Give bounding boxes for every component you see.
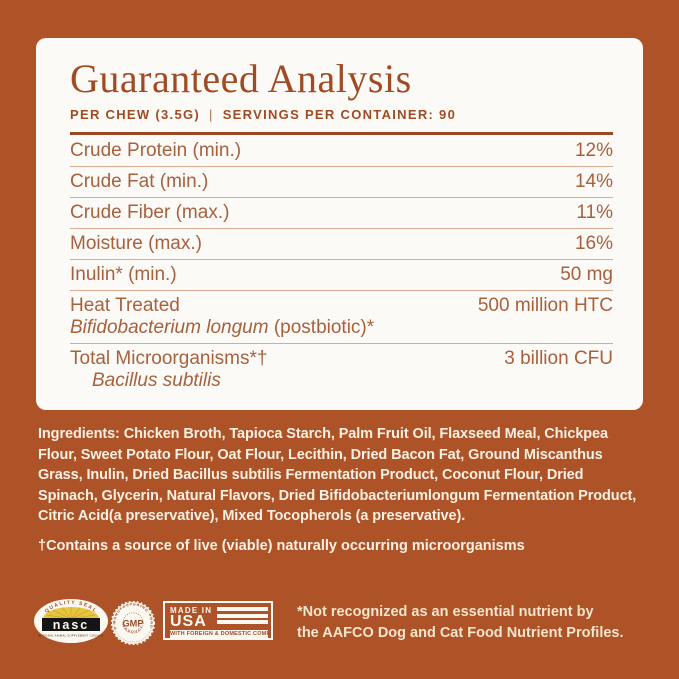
gmp-seal-icon: GOOD MANUFACTURING PRACTICE PRODUCT GMP: [111, 601, 155, 645]
analysis-row-label: Crude Fiber (max.): [70, 202, 230, 223]
usa-text: USA: [170, 613, 207, 630]
gmp-center-text: GMP: [123, 619, 144, 629]
analysis-row: Crude Protein (min.) 12%: [70, 136, 613, 167]
nasc-name-text: nasc: [53, 618, 90, 632]
ingredients-paragraph: Ingredients: Chicken Broth, Tapioca Star…: [38, 424, 642, 527]
ingredients-label: Ingredients:: [38, 426, 120, 442]
analysis-row-value: 12%: [574, 140, 613, 161]
analysis-row-value: 3 billion CFU: [504, 348, 613, 369]
header-rule: [70, 132, 613, 135]
analysis-row: Moisture (max.) 16%: [70, 229, 613, 260]
analysis-row-value: 50 mg: [560, 264, 613, 285]
aafco-footnote: *Not recognized as an essential nutrient…: [297, 602, 624, 644]
analysis-row-value: 11%: [576, 202, 613, 223]
usa-badge-top: MADE IN USA: [170, 605, 268, 630]
analysis-row-label: Crude Protein (min.): [70, 140, 242, 161]
analysis-row-value: 500 million HTC: [477, 295, 613, 316]
analysis-row-value: 14%: [574, 171, 613, 192]
panel-title: Guaranteed Analysis: [70, 56, 412, 101]
analysis-row: Heat Treated Bifidobacterium longum (post…: [70, 291, 613, 344]
analysis-row-label: Moisture (max.): [70, 233, 202, 254]
flag-stripes-icon: [217, 607, 268, 629]
analysis-row: Total Microorganisms*† Bacillus subtilis 3…: [70, 344, 613, 396]
guaranteed-analysis-card: Guaranteed Analysis PER CHEW (3.5G) | SE…: [36, 38, 643, 410]
dagger-footnote: †Contains a source of live (viable) natu…: [38, 537, 525, 554]
analysis-row: Inulin* (min.) 50 mg: [70, 260, 613, 291]
usa-badge-words: MADE IN USA: [170, 605, 213, 630]
aafco-footnote-line1: *Not recognized as an essential nutrient…: [297, 604, 594, 620]
analysis-row: Crude Fat (min.) 14%: [70, 167, 613, 198]
usa-components-strip: WITH FOREIGN & DOMESTIC COMPONENTS: [170, 630, 268, 639]
nasc-quality-seal-icon: QUALITY SEAL nasc NATIONAL ANIMAL SUPPLE…: [34, 599, 108, 643]
per-chew-text: PER CHEW (3.5G): [70, 107, 201, 122]
made-in-usa-badge: MADE IN USA WITH FOREIGN & DOMESTIC COMP…: [163, 601, 273, 640]
servings-text: SERVINGS PER CONTAINER: 90: [222, 107, 457, 122]
analysis-row: Crude Fiber (max.) 11%: [70, 198, 613, 229]
analysis-row-label: Crude Fat (min.): [70, 171, 209, 192]
aafco-footnote-line2: the AAFCO Dog and Cat Food Nutrient Prof…: [297, 625, 624, 641]
analysis-table: Crude Protein (min.) 12% Crude Fat (min.) 1…: [70, 136, 613, 396]
analysis-row-label: Heat Treated Bifidobacterium longum (post…: [70, 295, 375, 338]
analysis-row-value: 16%: [574, 233, 613, 254]
analysis-row-label: Total Microorganisms*† Bacillus subtilis: [70, 348, 268, 391]
ingredients-list: Chicken Broth, Tapioca Starch, Palm Frui…: [38, 426, 637, 524]
made-in-text: MADE IN: [170, 606, 213, 615]
subtitle-divider: |: [209, 107, 214, 122]
serving-info: PER CHEW (3.5G) | SERVINGS PER CONTAINER…: [70, 107, 613, 122]
analysis-row-label: Inulin* (min.): [70, 264, 177, 285]
ingredients-section: Ingredients: Chicken Broth, Tapioca Star…: [38, 424, 642, 556]
nasc-subtext: NATIONAL ANIMAL SUPPLEMENT COUNCIL: [38, 634, 104, 638]
